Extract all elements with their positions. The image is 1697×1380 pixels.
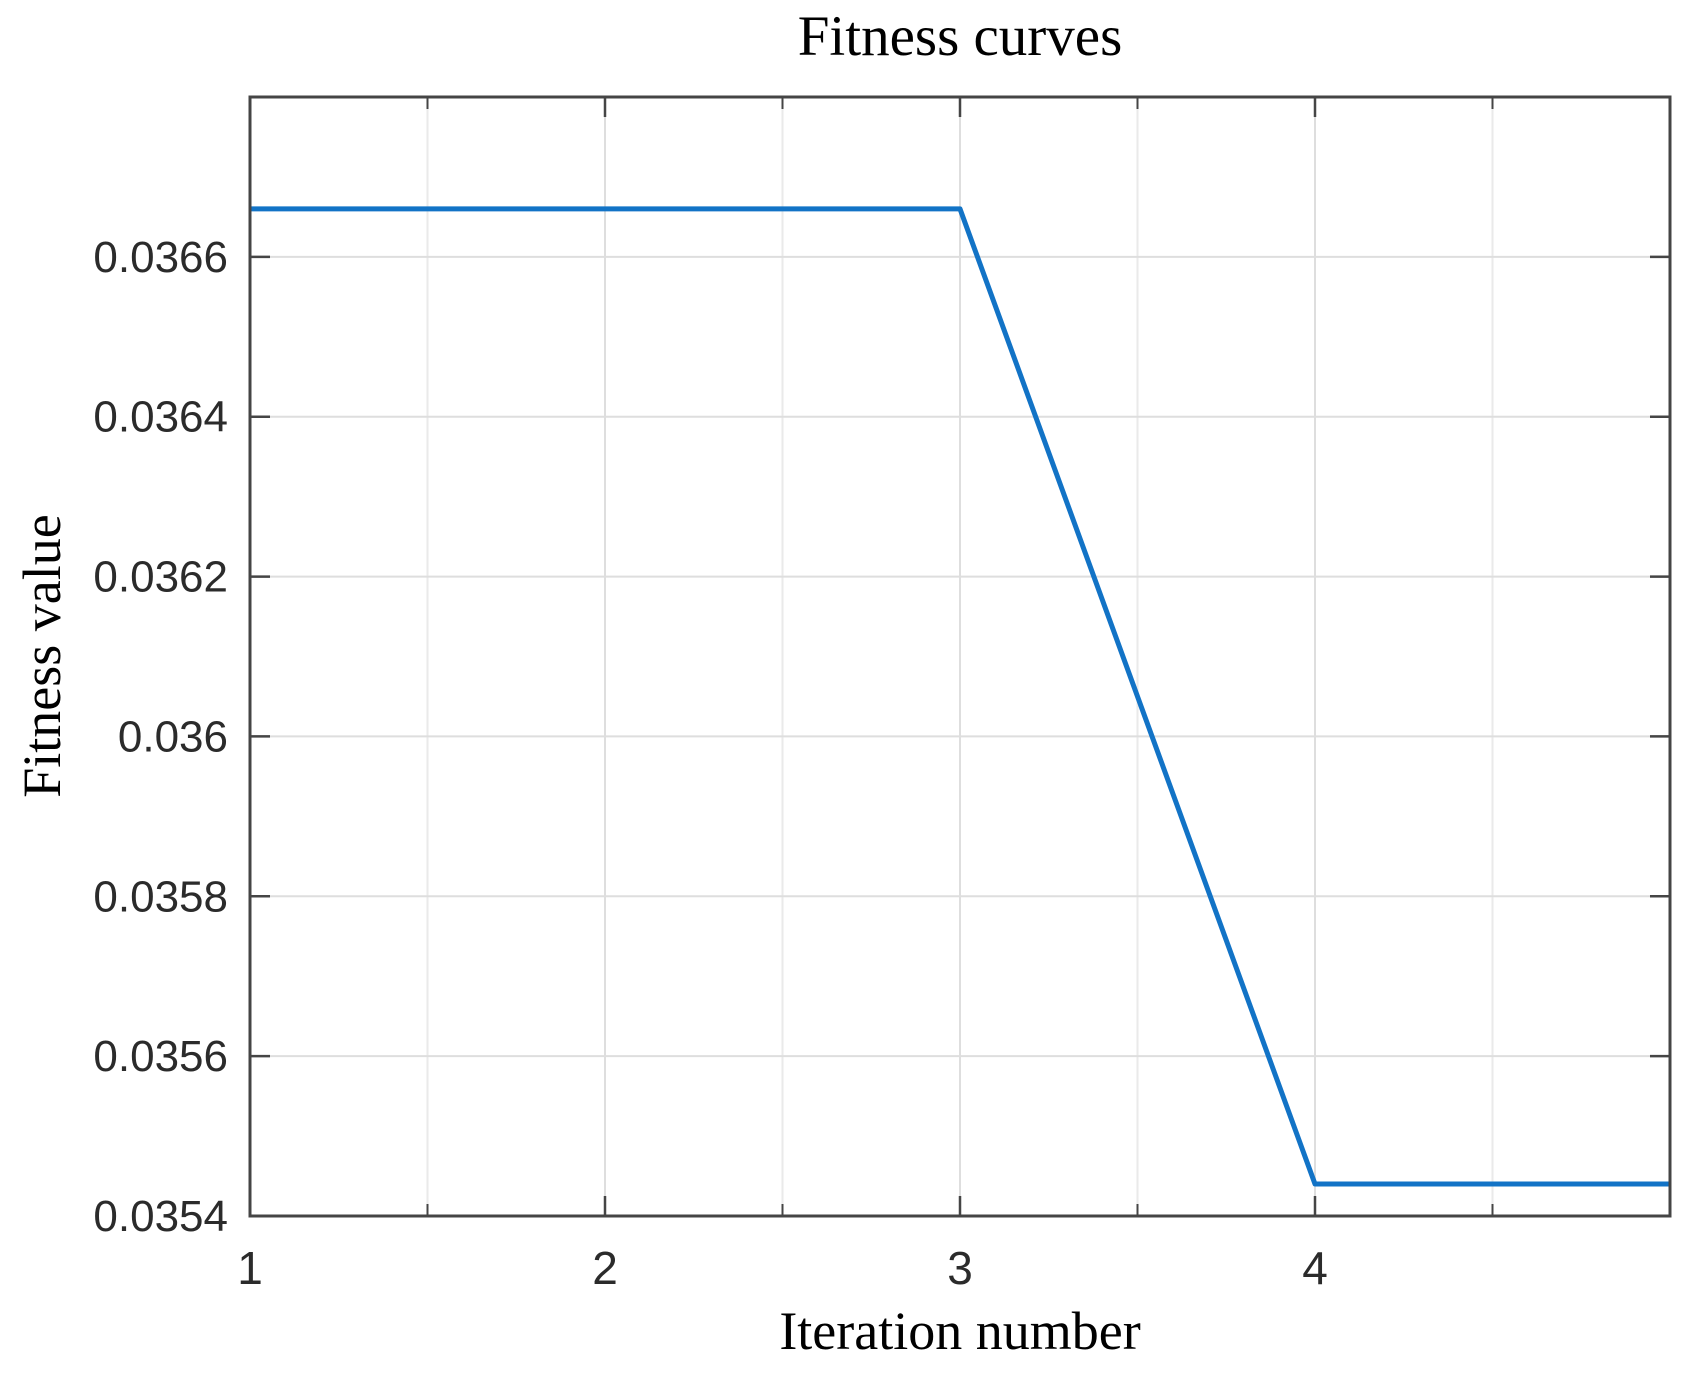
y-tick-label: 0.0354: [93, 1192, 228, 1241]
x-axis-label: Iteration number: [779, 1301, 1141, 1361]
x-tick-label: 1: [237, 1242, 263, 1294]
y-tick-label: 0.0356: [93, 1032, 228, 1081]
fitness-line: [250, 206, 1670, 1187]
y-tick-label: 0.036: [118, 712, 228, 761]
y-tick-label: 0.0364: [93, 393, 228, 442]
chart-title: Fitness curves: [797, 5, 1123, 68]
x-tick-label: 4: [1302, 1242, 1328, 1294]
y-tick-label: 0.0366: [93, 233, 228, 282]
y-tick-label: 0.0362: [93, 553, 228, 602]
x-tick-label: 3: [947, 1242, 973, 1294]
y-tick-label: 0.0358: [93, 872, 228, 921]
x-tick-label: 2: [592, 1242, 618, 1294]
